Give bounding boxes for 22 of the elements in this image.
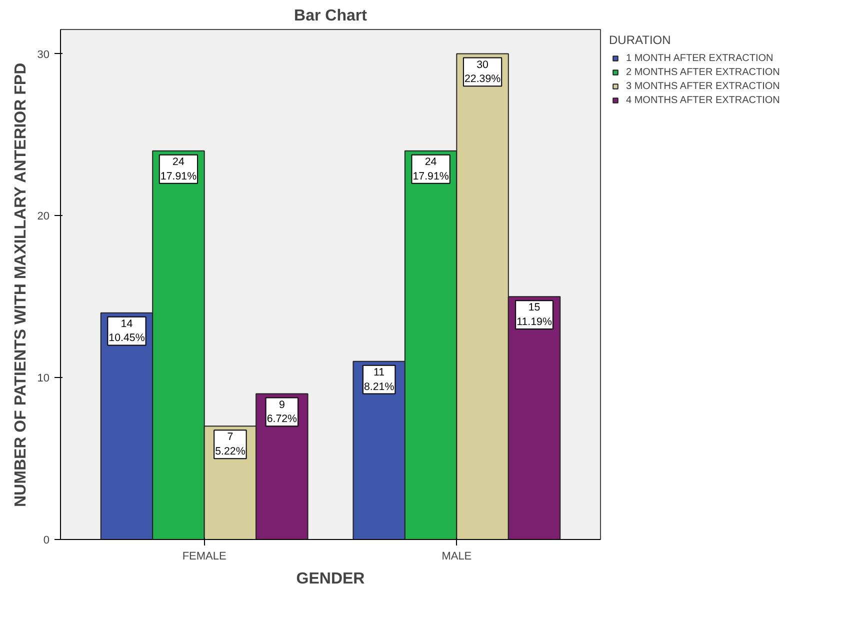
y-axis-title: NUMBER OF PATIENTS WITH MAXILLARY ANTERIOR FPD — [12, 62, 30, 508]
y-tick-label: 0 — [43, 534, 50, 546]
legend-label: 2 MONTHS AFTER EXTRACTION — [626, 66, 780, 78]
x-tick-label: MALE — [442, 550, 472, 562]
data-label: 30 22.39% — [464, 58, 502, 86]
data-label: 24 17.91% — [160, 156, 198, 182]
data-label: 24 17.91% — [412, 156, 450, 182]
legend-label: 1 MONTH AFTER EXTRACTION — [626, 52, 774, 64]
y-tick-label: 10 — [37, 372, 50, 385]
data-label: 7 5.22% — [215, 431, 246, 458]
chart-title: Bar Chart — [294, 8, 368, 24]
legend-label: 3 MONTHS AFTER EXTRACTION — [626, 80, 780, 92]
y-tick-label: 30 — [37, 48, 50, 61]
data-label: 9 6.72% — [266, 398, 298, 426]
data-label: 11 8.21% — [364, 366, 395, 393]
y-tick-label: 20 — [37, 210, 50, 223]
legend-title: DURATION — [609, 33, 672, 47]
data-label: 14 10.45% — [108, 318, 146, 344]
x-tick-label: FEMALE — [182, 550, 226, 562]
legend-label: 4 MONTHS AFTER EXTRACTION — [626, 94, 780, 106]
x-axis-title: GENDER — [296, 570, 366, 588]
data-label: 15 11.19% — [516, 302, 552, 328]
